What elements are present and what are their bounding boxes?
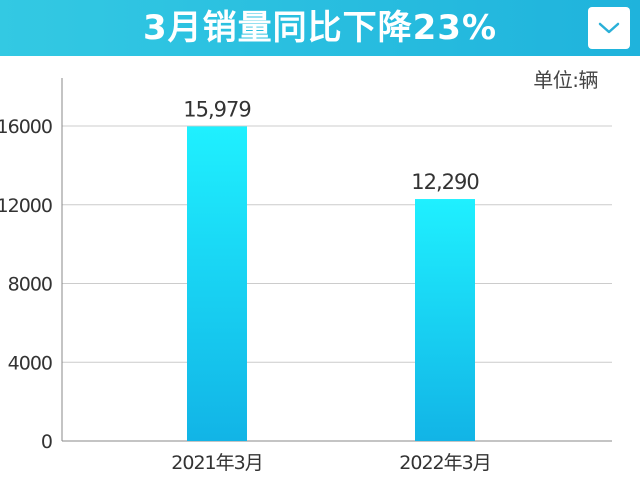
- x-tick-label: 2021年3月: [171, 452, 262, 474]
- bar: [187, 126, 247, 441]
- bar-value-label: 15,979: [183, 97, 250, 121]
- expand-button[interactable]: [588, 7, 630, 49]
- y-tick-label: 4000: [8, 352, 52, 374]
- chart-title: 3月销量同比下降23%: [142, 8, 498, 48]
- y-tick-label: 8000: [8, 274, 52, 296]
- chevron-down-icon: [598, 22, 620, 34]
- y-tick-label: 0: [41, 431, 52, 453]
- bar-value-label: 12,290: [411, 170, 478, 194]
- unit-label: 单位:辆: [533, 68, 598, 92]
- bar: [415, 199, 475, 441]
- x-tick-label: 2022年3月: [399, 452, 490, 474]
- y-tick-label: 12000: [0, 195, 52, 217]
- header-bar: [0, 0, 640, 56]
- y-tick-label: 16000: [0, 116, 52, 138]
